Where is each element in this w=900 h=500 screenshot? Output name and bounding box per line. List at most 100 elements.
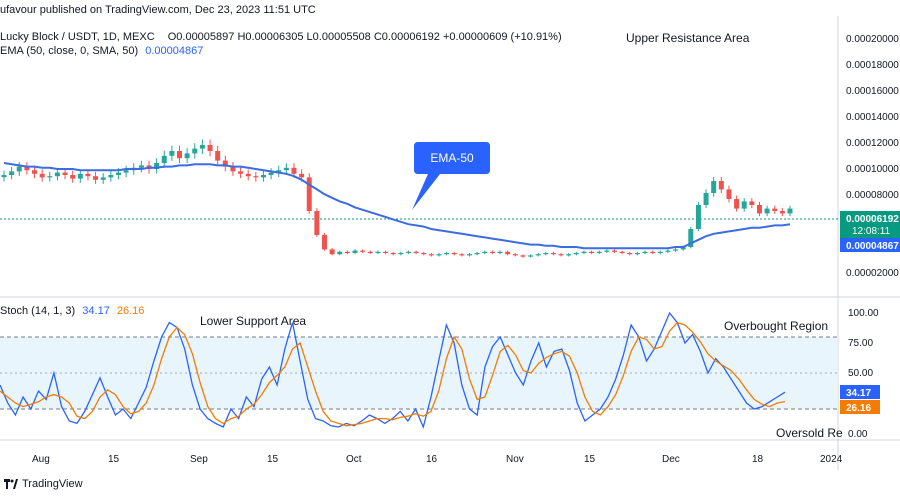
ema-legend[interactable]: EMA (50, close, 0, SMA, 50) 0.00004867 [0, 45, 203, 57]
ema-legend-value: 0.00004867 [145, 45, 204, 57]
candle-body [428, 254, 434, 256]
stoch-tick: 50.00 [848, 368, 873, 379]
candle-body [558, 254, 564, 256]
candle-body [192, 148, 198, 154]
lower-support-label: Lower Support Area [200, 314, 306, 328]
time-tick: 16 [426, 454, 438, 465]
current-price-badge [840, 211, 900, 238]
candle-body [497, 251, 503, 253]
time-tick: 15 [108, 454, 120, 465]
chart-header: ufavour published on TradingView.com, De… [0, 0, 900, 16]
candle-body [100, 177, 106, 180]
candle-body [62, 172, 68, 175]
candle-body [245, 173, 251, 177]
candle-body [718, 181, 724, 190]
candle-body [199, 145, 205, 149]
candle-body [383, 251, 389, 253]
time-axis[interactable]: Aug 15 Sep 15 Oct 16 Nov 15 Dec 18 2024 [32, 454, 843, 465]
stoch-d-value: 26.16 [846, 403, 871, 414]
candle-body [436, 254, 442, 256]
candle-body [657, 251, 663, 253]
candle-body [466, 254, 472, 256]
price-tick: 0.00018000 [846, 60, 899, 71]
candle-body [444, 253, 450, 255]
ema-price-value: 0.00004867 [846, 241, 899, 252]
time-tick: 15 [267, 454, 279, 465]
candle-body [688, 229, 694, 247]
candle-body [215, 151, 221, 161]
candle-body [512, 254, 518, 256]
candle-body [482, 251, 488, 253]
ema-callout: EMA-50 [412, 142, 490, 210]
stoch-k-value: 34.17 [846, 388, 871, 399]
candle-body [390, 253, 396, 255]
candle-body [306, 177, 312, 211]
candle-body [329, 249, 335, 255]
candle-body [642, 251, 648, 253]
ema-line [3, 162, 791, 250]
oversold-label: Oversold Re [776, 426, 843, 440]
candle-body [54, 172, 60, 177]
time-tick: Oct [346, 454, 362, 465]
time-tick: Sep [190, 454, 208, 465]
candle-body [741, 201, 747, 209]
candle-body [169, 151, 175, 156]
stoch-axis[interactable]: 100.00 75.00 50.00 0.00 [848, 308, 879, 440]
candle-body [207, 145, 213, 151]
candle-body [184, 153, 190, 159]
candle-body [337, 251, 343, 255]
candle-body [177, 151, 183, 159]
stoch-band [0, 337, 838, 409]
stoch-k-legend: 34.17 [82, 305, 110, 317]
candle-body [398, 253, 404, 255]
candle-body [451, 253, 457, 255]
candle-body [703, 193, 709, 205]
candle-body [604, 250, 610, 252]
candle-body [9, 171, 15, 175]
tradingview-logo-icon [4, 479, 18, 489]
candle-body [596, 251, 602, 253]
candle-body [352, 250, 358, 253]
candle-body [528, 255, 534, 257]
candles-group [1, 139, 793, 258]
stoch-k-badge [840, 385, 880, 399]
candle-body [314, 211, 320, 235]
candle-body [520, 255, 526, 257]
price-tick: 0.00020000 [846, 34, 899, 45]
candle-body [154, 163, 160, 169]
price-tick: 0.00012000 [846, 138, 899, 149]
price-tick: 0.00010000 [846, 164, 899, 175]
candle-body [16, 166, 22, 172]
candle-body [413, 251, 419, 253]
candle-countdown: 12:08:11 [852, 226, 891, 237]
candle-body [268, 172, 274, 175]
candle-body [421, 253, 427, 255]
candle-body [573, 253, 579, 255]
candle-body [764, 208, 770, 214]
candle-body [276, 170, 282, 173]
stoch-tick: 100.00 [848, 308, 879, 319]
candle-body [581, 251, 587, 253]
symbol-title[interactable]: Lucky Block / USDT, 1D, MEXC O0.00005897… [0, 31, 562, 43]
price-tick: 0.00016000 [846, 86, 899, 97]
stoch-legend[interactable]: Stoch (14, 1, 3) 34.17 26.16 [0, 305, 144, 317]
ema-callout-bubble [412, 142, 490, 210]
stoch-tick: 0.00 [848, 429, 868, 440]
candle-body [650, 251, 656, 253]
candle-body [734, 199, 740, 209]
candle-body [39, 173, 45, 178]
candle-body [711, 181, 717, 193]
stoch-tick: 75.00 [848, 338, 873, 349]
price-axis[interactable]: 0.00020000 0.00018000 0.00016000 0.00014… [846, 34, 899, 279]
candle-body [47, 176, 53, 178]
ema-price-badge [840, 238, 900, 252]
candle-body [459, 254, 465, 256]
candle-body [680, 247, 686, 250]
candle-body [253, 176, 259, 178]
footer[interactable]: TradingView [4, 478, 83, 490]
candle-body [115, 172, 121, 175]
candle-body [634, 253, 640, 255]
stoch-legend-label: Stoch (14, 1, 3) [0, 305, 76, 317]
time-tick: 15 [584, 454, 596, 465]
